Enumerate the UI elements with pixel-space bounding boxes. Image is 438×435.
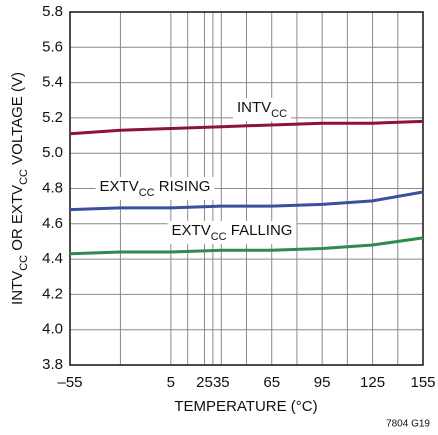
y-axis-label-part: INTV — [9, 271, 26, 305]
y-tick-label: 4.4 — [42, 250, 63, 267]
series-label-part: CC — [139, 187, 155, 199]
y-tick-label: 5.4 — [42, 74, 63, 91]
y-tick-label: 4.8 — [42, 179, 63, 196]
series-label: EXTVCC RISING — [100, 178, 211, 199]
series-label-group: INTVCC — [232, 97, 292, 121]
y-tick-label: 4.2 — [42, 285, 63, 302]
series-label-part: EXTV — [100, 178, 139, 195]
series-line — [69, 190, 424, 212]
series-label-part: FALLING — [227, 222, 293, 239]
series-label-bg — [167, 220, 297, 244]
series-label-bg — [232, 97, 292, 121]
y-tick-label: 5.8 — [42, 3, 63, 20]
y-tick-label: 5.2 — [42, 109, 63, 126]
series-label: EXTVCC FALLING — [172, 222, 293, 243]
series-label-bg — [95, 176, 215, 200]
y-axis-label-part: CC — [18, 169, 30, 185]
series-label-part: CC — [271, 108, 287, 120]
series-label-part: EXTV — [172, 222, 211, 239]
x-tick-label: 35 — [213, 374, 230, 391]
x-tick-label: 125 — [360, 374, 385, 391]
x-tick-label: 65 — [263, 374, 280, 391]
series-line — [69, 236, 424, 256]
series-label-part: RISING — [155, 178, 211, 195]
y-axis-label-part: OR EXTV — [9, 185, 26, 255]
x-axis-label: TEMPERATURE (°C) — [174, 398, 317, 415]
series-label-group: EXTVCC RISING — [95, 176, 215, 200]
series-label-part: INTV — [237, 99, 271, 116]
footnote: 7804 G19 — [386, 419, 430, 430]
y-axis-label-part: VOLTAGE (V) — [9, 72, 26, 169]
x-tick-label: 25 — [196, 374, 213, 391]
x-tick-label: –55 — [57, 374, 82, 391]
x-tick-label: 95 — [314, 374, 331, 391]
series-label-group: EXTVCC FALLING — [167, 220, 297, 244]
series-label: INTVCC — [237, 99, 287, 120]
plot-frame — [69, 11, 424, 366]
y-tick-label: 4.6 — [42, 215, 63, 232]
y-tick-label: 3.8 — [42, 356, 63, 373]
x-tick-label: 5 — [167, 374, 175, 391]
y-axis-label-part: CC — [18, 255, 30, 271]
series-label-part: CC — [211, 231, 227, 243]
series-line — [69, 119, 424, 136]
y-tick-label: 5.6 — [42, 38, 63, 55]
y-tick-label: 5.0 — [42, 144, 63, 161]
y-axis-label: INTVCC OR EXTVCC VOLTAGE (V) — [9, 72, 30, 305]
x-tick-label: 155 — [410, 374, 435, 391]
y-tick-label: 4.0 — [42, 321, 63, 338]
